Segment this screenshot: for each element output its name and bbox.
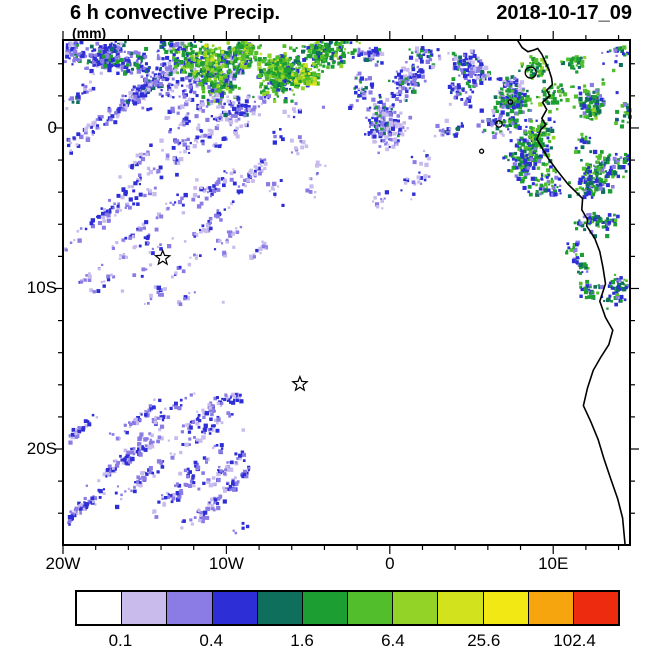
- star-marker: [153, 248, 172, 266]
- star-marker: [291, 374, 309, 392]
- colorbar-cell: [528, 592, 574, 624]
- colorbar-tick-label: 25.6: [467, 631, 501, 650]
- island-outline: [524, 66, 537, 79]
- island-outline: [495, 120, 503, 128]
- plot-border: [62, 39, 631, 546]
- colorbar-cell: [212, 592, 258, 624]
- colorbar-cell: [122, 592, 168, 624]
- x-tick-label: 10W: [208, 554, 244, 573]
- colorbar-cell: [393, 592, 439, 624]
- colorbar-cell: [257, 592, 303, 624]
- x-tick-label: 20W: [45, 554, 81, 573]
- colorbar-cell: [302, 592, 349, 624]
- map-plot: [54, 31, 639, 554]
- colorbar-tick-label: 0.1: [108, 631, 133, 650]
- colorbar-cell: [167, 592, 213, 624]
- colorbar-tick-label: 6.4: [381, 631, 405, 650]
- axis-ticks: [54, 31, 639, 554]
- colorbar-tick-label: 0.4: [199, 631, 224, 650]
- colorbar-cell: [348, 592, 394, 624]
- x-tick-label: 10E: [538, 554, 569, 573]
- chart-timestamp: 2018-10-17_09: [496, 2, 632, 24]
- africa-coastline: [516, 39, 626, 546]
- colorbar-tick-label: 102.4: [553, 631, 596, 650]
- title-row: 6 h convective Precip. 2018-10-17_09: [70, 2, 632, 25]
- chart-title: 6 h convective Precip.: [70, 2, 281, 24]
- colorbar-cell: [77, 592, 123, 624]
- colorbar-tick-label: 1.6: [290, 631, 314, 650]
- precip-field: [63, 40, 632, 535]
- island-outline: [478, 148, 485, 154]
- colorbar-cell: [483, 592, 529, 624]
- colorbar: [75, 590, 620, 626]
- colorbar-cell: [573, 592, 619, 624]
- x-tick-label: 0: [385, 554, 395, 573]
- y-tick-label: 20S: [26, 439, 57, 458]
- y-tick-label: 0: [47, 117, 57, 137]
- y-tick-label: 10S: [26, 278, 57, 298]
- colorbar-cell: [438, 592, 484, 624]
- island-outline: [507, 99, 514, 105]
- units-label: (mm): [72, 25, 107, 41]
